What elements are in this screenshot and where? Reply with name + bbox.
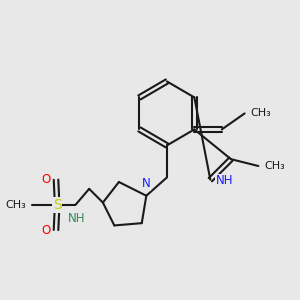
Text: NH: NH bbox=[68, 212, 85, 225]
Text: CH₃: CH₃ bbox=[250, 108, 271, 118]
Text: N: N bbox=[142, 177, 151, 190]
Text: CH₃: CH₃ bbox=[5, 200, 26, 210]
Text: CH₃: CH₃ bbox=[264, 161, 285, 171]
Text: NH: NH bbox=[216, 174, 234, 188]
Text: S: S bbox=[53, 198, 62, 212]
Text: O: O bbox=[41, 173, 50, 186]
Text: O: O bbox=[41, 224, 50, 236]
